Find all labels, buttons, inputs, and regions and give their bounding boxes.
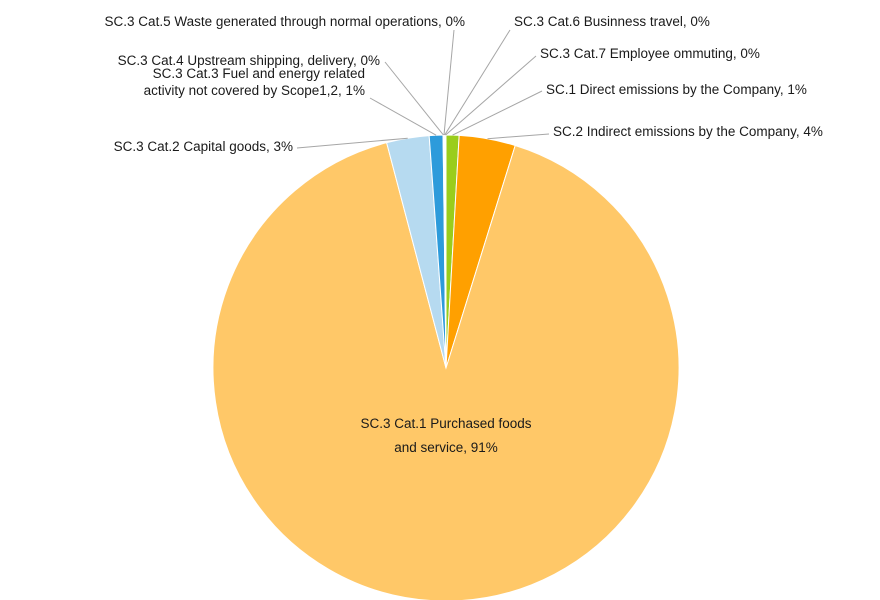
leader-line bbox=[296, 137, 408, 149]
slice-label: SC.3 Cat.1 Purchased foods and service, 9… bbox=[360, 416, 531, 455]
slice-label-line: SC.3 Cat.4 Upstream shipping, delivery, … bbox=[118, 53, 380, 68]
slice-label-line: SC.3 Cat.2 Capital goods, 3% bbox=[114, 139, 293, 154]
slice-label: SC.3 Cat.5 Waste generated through norma… bbox=[105, 14, 465, 29]
slice-label: SC.3 Cat.3 Fuel and energy related activi… bbox=[144, 66, 365, 98]
slice-label: SC.3 Cat.4 Upstream shipping, delivery, … bbox=[118, 53, 380, 68]
leader-line bbox=[369, 97, 437, 136]
slice-label-line: SC.1 Direct emissions by the Company, 1% bbox=[546, 82, 807, 97]
slice-label-line: SC.3 Cat.5 Waste generated through norma… bbox=[105, 14, 465, 29]
leader-line bbox=[487, 133, 550, 140]
slice-label-line: SC.3 Cat.1 Purchased foods bbox=[360, 416, 531, 431]
leader-line bbox=[384, 61, 444, 136]
leader-line bbox=[452, 90, 543, 136]
leader-line bbox=[444, 29, 511, 136]
slice-label-line: SC.3 Cat.7 Employee ommuting, 0% bbox=[540, 46, 760, 61]
leader-line bbox=[443, 29, 455, 136]
slice-label-line: SC.3 Cat.6 Businness travel, 0% bbox=[514, 14, 710, 29]
slice-label-line: SC.3 Cat.3 Fuel and energy related bbox=[153, 66, 365, 81]
slice-label-line: SC.2 Indirect emissions by the Company, … bbox=[553, 124, 823, 139]
slice-label: SC.2 Indirect emissions by the Company, … bbox=[553, 124, 823, 139]
leader-line bbox=[445, 55, 537, 136]
slice-label: SC.3 Cat.6 Businness travel, 0% bbox=[514, 14, 710, 29]
slice-label-line: and service, 91% bbox=[394, 440, 498, 455]
slice-label: SC.3 Cat.7 Employee ommuting, 0% bbox=[540, 46, 760, 61]
slice-label: SC.3 Cat.2 Capital goods, 3% bbox=[114, 139, 293, 154]
slice-label-line: activity not covered by Scope1,2, 1% bbox=[144, 83, 365, 98]
slice-label: SC.1 Direct emissions by the Company, 1% bbox=[546, 82, 807, 97]
pie-slice bbox=[212, 142, 680, 600]
